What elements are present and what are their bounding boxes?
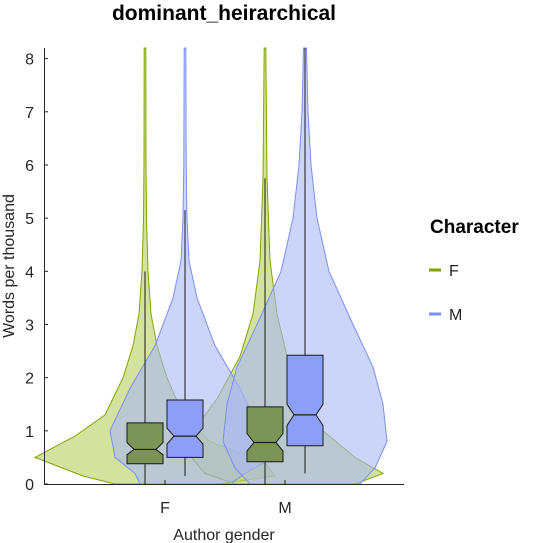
- y-axis-title: Words per thousand: [1, 194, 18, 338]
- x-axis-title: Author gender: [173, 527, 275, 543]
- y-tick-label-3: 3: [25, 317, 34, 334]
- y-tick-label-7: 7: [25, 105, 34, 122]
- box-f-m: [166, 399, 204, 458]
- y-axis-ticks: 0 1 2 3 4 5 6 7 8: [25, 52, 48, 494]
- legend: Character F M: [429, 217, 519, 324]
- y-tick-label-1: 1: [25, 424, 34, 441]
- y-tick-label-5: 5: [25, 211, 34, 228]
- y-tick-label-2: 2: [25, 371, 34, 388]
- legend-title: Character: [430, 217, 519, 238]
- legend-label-m: M: [449, 307, 462, 324]
- y-tick-label-6: 6: [25, 158, 34, 175]
- legend-label-f: F: [449, 263, 459, 280]
- box-f-f: [126, 422, 164, 465]
- box-m-f: [246, 406, 284, 463]
- plot-area: [33, 47, 388, 485]
- y-tick-label-4: 4: [25, 264, 34, 281]
- x-tick-label-m: M: [278, 500, 291, 517]
- x-tick-label-f: F: [160, 500, 170, 517]
- chart-title: dominant_heirarchical: [112, 2, 336, 25]
- y-tick-label-0: 0: [25, 477, 34, 494]
- box-m-m: [286, 354, 324, 447]
- y-tick-label-8: 8: [25, 52, 34, 69]
